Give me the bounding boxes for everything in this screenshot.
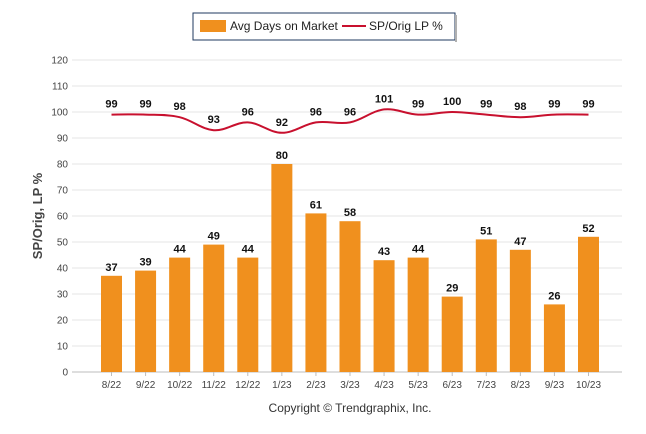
line-data-label: 98: [174, 101, 186, 113]
y-axis-ticks: 0 10 20 30 40 50 60 70 80 90 100 110 120: [51, 56, 68, 379]
y-tick-label: 10: [57, 342, 69, 353]
bar: [203, 244, 225, 372]
x-tick-label: 4/23: [374, 380, 394, 391]
y-tick-label: 20: [57, 316, 69, 327]
x-tick-label: 8/23: [511, 380, 531, 391]
line-data-label: 101: [375, 93, 393, 105]
legend-box: [192, 12, 456, 41]
bar-data-label: 80: [276, 150, 288, 162]
x-tick-label: 5/23: [408, 380, 428, 391]
legend-line-label: SP/Orig LP %: [369, 19, 443, 33]
sp-orig-lp-line: [111, 108, 589, 134]
legend-shadow: [455, 15, 457, 42]
x-tick-label: 8/22: [102, 380, 122, 391]
x-tick-label: 6/23: [442, 380, 462, 391]
bar: [578, 236, 599, 372]
line-data-label: 99: [412, 99, 424, 111]
legend-bar-label: Avg Days on Market: [230, 19, 338, 33]
line-data-label: 96: [242, 106, 254, 118]
line-data-label: 98: [514, 101, 526, 113]
x-tick-label: 10/22: [167, 380, 192, 391]
line-data-label: 96: [310, 106, 322, 118]
bar: [271, 164, 293, 372]
x-tick-label: 2/23: [306, 380, 326, 391]
y-tick-label: 90: [57, 134, 69, 145]
legend-bar-swatch: [200, 20, 226, 32]
line-data-label: 100: [443, 96, 461, 108]
bar: [407, 257, 429, 372]
bar-data-label: 52: [582, 223, 594, 235]
bar: [509, 249, 531, 372]
y-axis-title: SP/Orig, LP %: [30, 172, 45, 259]
x-tick-label: 9/22: [136, 380, 156, 391]
bar-data-label: 43: [378, 246, 390, 258]
bars: [101, 164, 599, 372]
line-data-label: 99: [480, 99, 492, 111]
bar-data-label: 29: [446, 283, 458, 295]
line-data-label: 99: [548, 99, 560, 111]
y-tick-label: 110: [52, 82, 68, 93]
y-tick-label: 60: [57, 212, 69, 223]
bar-data-label: 39: [139, 257, 151, 269]
bar: [373, 260, 395, 372]
line-data-label: 93: [208, 114, 220, 126]
x-tick-label: 10/23: [576, 380, 601, 391]
line-data-labels: 99 99 98 93 96 92 96 96 101 99 100 99 98 99 99: [105, 93, 594, 128]
bar: [135, 270, 157, 372]
bar-data-label: 51: [480, 225, 492, 237]
bar-data-label: 37: [105, 262, 117, 274]
y-tick-label: 100: [51, 108, 68, 119]
legend: Avg Days on Market SP/Orig LP %: [192, 12, 457, 42]
x-tick-label: 11/22: [202, 380, 227, 391]
copyright-credit: Copyright © Trendgraphix, Inc.: [269, 401, 432, 415]
y-tick-label: 30: [57, 290, 69, 301]
bar: [339, 221, 361, 372]
bar-data-label: 26: [548, 290, 560, 302]
x-axis-ticks: 8/22 9/22 10/22 11/22 12/22 1/23 2/23 3/23 4/23 5…: [102, 372, 601, 391]
bar-data-label: 47: [514, 236, 526, 248]
bar: [441, 296, 463, 372]
line-data-label: 99: [582, 99, 594, 111]
x-tick-label: 9/23: [545, 380, 565, 391]
bar-data-label: 49: [208, 231, 220, 243]
x-tick-label: 3/23: [340, 380, 360, 391]
y-tick-label: 80: [57, 160, 69, 171]
x-tick-label: 7/23: [477, 380, 497, 391]
bar-data-label: 61: [310, 199, 322, 211]
y-tick-label: 40: [57, 264, 69, 275]
bar: [169, 257, 191, 372]
y-tick-label: 0: [62, 368, 68, 379]
bar-data-label: 44: [242, 244, 255, 256]
line-data-label: 99: [105, 99, 117, 111]
bar: [305, 213, 327, 372]
bar: [475, 239, 497, 372]
line-data-label: 92: [276, 117, 288, 129]
line-data-label: 96: [344, 106, 356, 118]
bar-data-label: 44: [412, 244, 425, 256]
bar-data-label: 58: [344, 207, 356, 219]
line-data-label: 99: [139, 99, 151, 111]
x-tick-label: 1/23: [272, 380, 292, 391]
y-tick-label: 50: [57, 238, 69, 249]
y-tick-label: 70: [57, 186, 69, 197]
bar: [237, 257, 259, 372]
x-tick-label: 12/22: [235, 380, 260, 391]
bar: [543, 304, 565, 372]
y-tick-label: 120: [51, 56, 68, 67]
bar-data-label: 44: [174, 244, 187, 256]
bar: [101, 275, 122, 372]
bar-data-labels: 37 39 44 49 44 80 61 58 43 44 29 51 47 26 52: [105, 150, 594, 302]
